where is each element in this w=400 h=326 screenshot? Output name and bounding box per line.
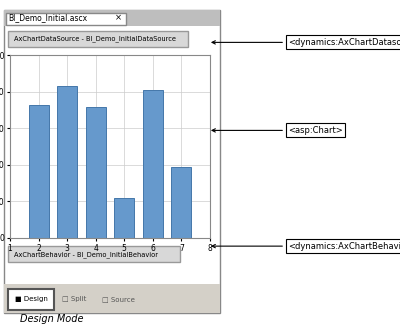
Text: BI_Demo_Initial.ascx: BI_Demo_Initial.ascx: [8, 13, 87, 22]
FancyBboxPatch shape: [4, 284, 220, 313]
Text: ■ Design: ■ Design: [15, 296, 48, 302]
FancyBboxPatch shape: [6, 13, 126, 25]
FancyBboxPatch shape: [8, 246, 180, 262]
Text: Design Mode: Design Mode: [20, 314, 84, 324]
Text: □ Source: □ Source: [102, 296, 134, 302]
FancyBboxPatch shape: [4, 10, 220, 26]
Bar: [114, 198, 134, 238]
FancyBboxPatch shape: [8, 31, 188, 47]
Text: □ Split: □ Split: [62, 296, 86, 302]
Bar: [86, 107, 106, 238]
Text: <dynamics:AxChartDatasource>: <dynamics:AxChartDatasource>: [212, 38, 400, 47]
Text: AxChartDataSource - BI_Demo_InitialDataSource: AxChartDataSource - BI_Demo_InitialDataS…: [14, 36, 176, 42]
Text: <asp:Chart>: <asp:Chart>: [212, 126, 343, 135]
FancyBboxPatch shape: [8, 289, 54, 310]
Text: ×: ×: [114, 13, 122, 22]
Text: <dynamics:AxChartBehavior>: <dynamics:AxChartBehavior>: [212, 242, 400, 251]
Bar: [143, 90, 163, 238]
Bar: [172, 167, 192, 238]
Bar: [28, 105, 48, 238]
Text: AxChartBehavior - BI_Demo_InitialBehavior: AxChartBehavior - BI_Demo_InitialBehavio…: [14, 251, 158, 258]
FancyBboxPatch shape: [4, 10, 220, 313]
Bar: [57, 86, 77, 238]
